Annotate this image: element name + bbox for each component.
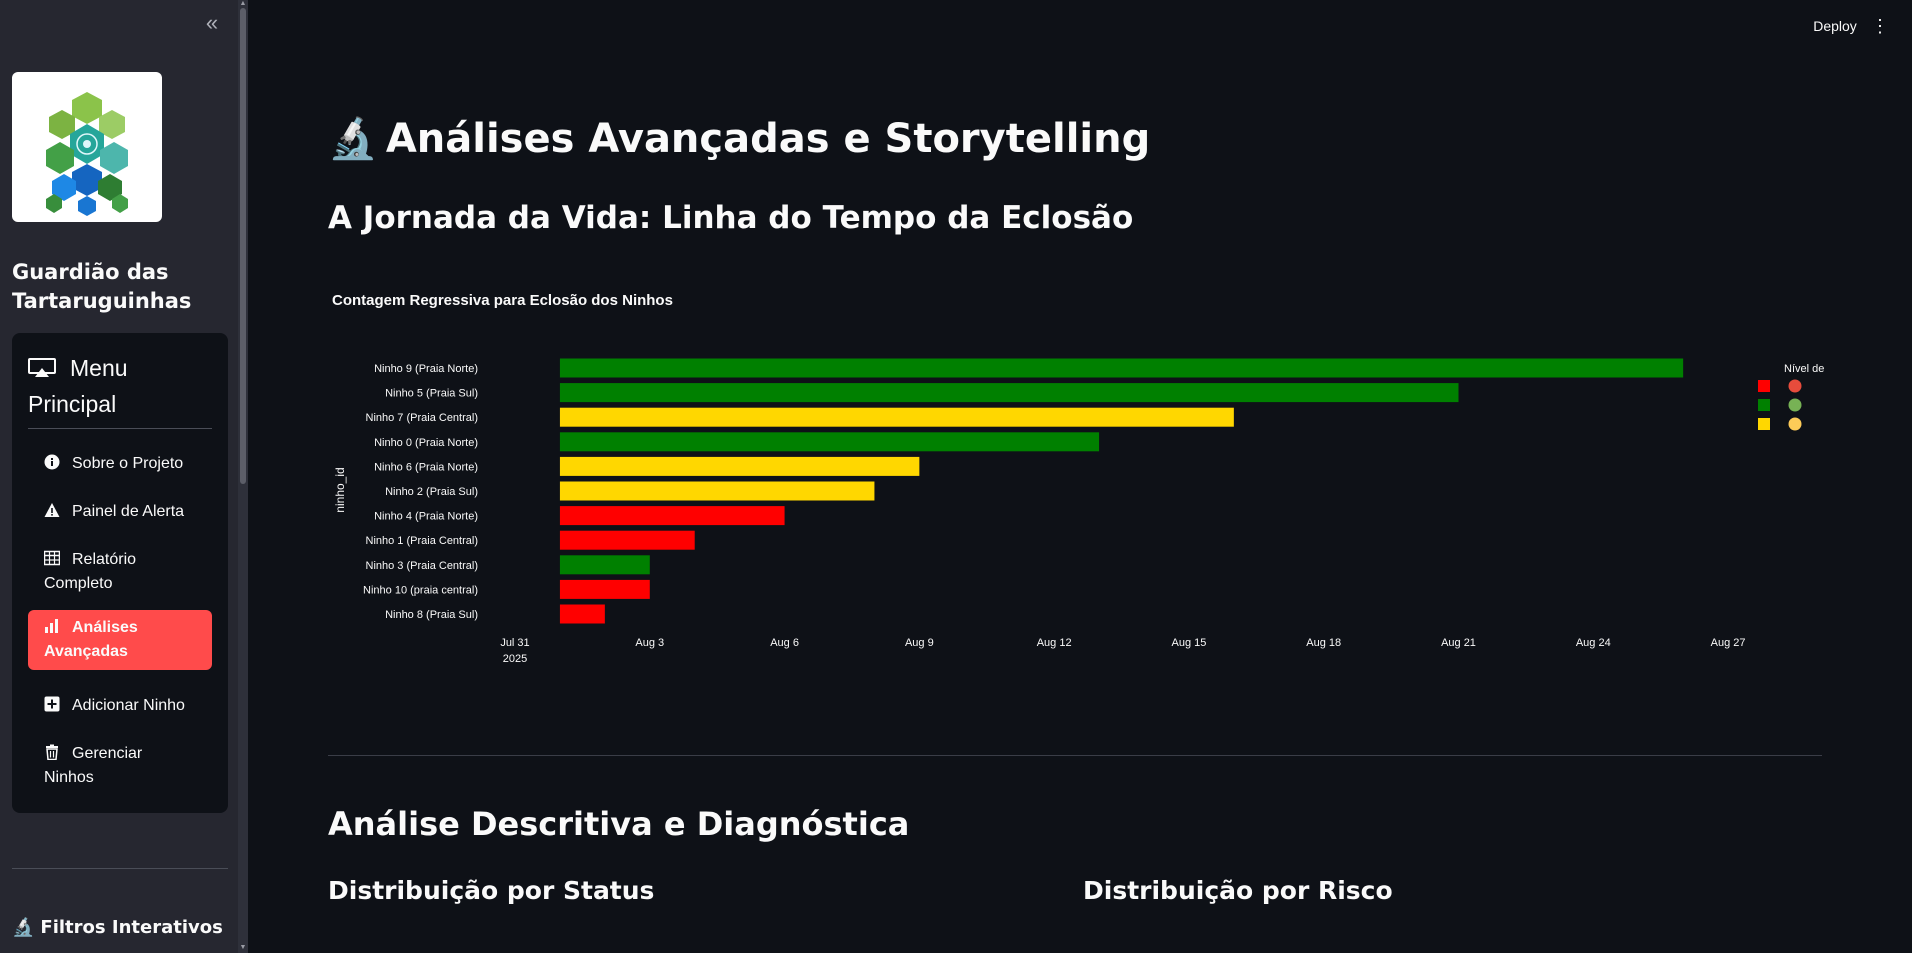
y-tick-label: Ninho 5 (Praia Sul): [385, 388, 478, 400]
bar: [559, 604, 605, 624]
sidebar: « Guardião das Tartaruguinhas Menu Princ…: [0, 0, 248, 953]
x-tick-label: Aug 27: [1711, 637, 1746, 649]
y-tick-label: Ninho 3 (Praia Central): [366, 560, 479, 572]
legend-emoji: [1788, 398, 1802, 412]
x-tick-label: Aug 21: [1441, 637, 1476, 649]
menu-header: Menu Principal: [28, 350, 208, 422]
x-tick-label: Jul 31: [500, 637, 529, 649]
y-tick-label: Ninho 0 (Praia Norte): [374, 437, 478, 449]
subtitle-risk-distribution: Distribuição por Risco: [1083, 876, 1393, 905]
trash-icon: [46, 744, 58, 760]
bar: [559, 506, 785, 526]
bar: [559, 407, 1234, 427]
x-tick-label: Aug 6: [770, 637, 799, 649]
y-tick-label: Ninho 6 (Praia Norte): [374, 461, 478, 473]
bar: [559, 555, 650, 575]
info-icon: [44, 454, 60, 470]
collapse-sidebar-button[interactable]: «: [200, 12, 224, 36]
sidebar-item-gerenciar-ninhos[interactable]: Gerenciar Ninhos: [28, 736, 178, 796]
menu-title: Menu Principal: [28, 355, 128, 417]
x-tick-label: Aug 12: [1037, 637, 1072, 649]
warning-icon: [44, 503, 60, 517]
x-tick-year-label: 2025: [503, 653, 527, 665]
bar: [559, 456, 920, 476]
microscope-icon: 🔬: [12, 917, 35, 938]
y-axis-label: ninho_id: [333, 467, 347, 512]
plus-square-icon: [44, 696, 60, 712]
filters-title: 🔬 Filtros Interativos: [12, 914, 232, 942]
turtle-logo-icon: [46, 92, 128, 216]
sidebar-item-analises-avancadas[interactable]: Análises Avançadas: [28, 610, 212, 670]
legend-swatch: [1758, 418, 1770, 430]
double-chevron-left-icon: «: [205, 10, 219, 35]
scroll-down-icon[interactable]: ▼: [239, 944, 247, 951]
microscope-icon: 🔬: [328, 116, 378, 162]
subtitle-status-distribution: Distribuição por Status: [328, 876, 655, 905]
bar: [559, 432, 1100, 452]
section-title-timeline: A Jornada da Vida: Linha do Tempo da Ecl…: [328, 200, 1134, 236]
sidebar-item-label: Painel de Alerta: [72, 503, 185, 520]
x-tick-label: Aug 18: [1306, 637, 1341, 649]
legend-emoji: [1788, 379, 1802, 393]
legend-title: Nível de Risco: [1784, 363, 1828, 375]
bar: [559, 579, 650, 599]
legend-swatch: [1758, 380, 1770, 392]
y-tick-label: Ninho 1 (Praia Central): [366, 535, 479, 547]
table-icon: [44, 550, 60, 566]
deploy-button[interactable]: Deploy: [1813, 18, 1857, 34]
y-tick-label: Ninho 9 (Praia Norte): [374, 363, 478, 375]
main-menu-button[interactable]: ⋮: [1870, 12, 1890, 40]
bar: [559, 358, 1684, 378]
bar: [559, 481, 875, 501]
x-tick-label: Aug 15: [1171, 637, 1206, 649]
hatching-timeline-chart[interactable]: Contagem Regressiva para Eclosão dos Nin…: [328, 282, 1855, 682]
scroll-up-icon[interactable]: ▲: [239, 0, 247, 7]
y-tick-label: Ninho 7 (Praia Central): [366, 412, 479, 424]
section-divider: [328, 755, 1822, 756]
sidebar-item-sobre-o-projeto[interactable]: Sobre o Projeto: [28, 446, 212, 482]
bar: [559, 530, 695, 550]
sidebar-scrollbar[interactable]: [240, 8, 246, 484]
menu-panel: [12, 333, 228, 813]
menu-divider: [28, 428, 212, 429]
legend-swatch: [1758, 399, 1770, 411]
sidebar-item-label: Análises Avançadas: [44, 619, 138, 660]
x-tick-label: Aug 9: [905, 637, 934, 649]
x-tick-label: Aug 24: [1576, 637, 1611, 649]
page-title-text: Análises Avançadas e Storytelling: [385, 116, 1151, 162]
y-tick-label: Ninho 10 (praia central): [363, 584, 478, 596]
page-title: 🔬 Análises Avançadas e Storytelling: [328, 110, 1328, 168]
sidebar-item-label: Adicionar Ninho: [72, 697, 185, 714]
y-tick-label: Ninho 8 (Praia Sul): [385, 609, 478, 621]
logo: [12, 72, 162, 222]
sidebar-divider: [12, 868, 228, 869]
sidebar-item-painel-de-alerta[interactable]: Painel de Alerta: [28, 494, 212, 530]
y-tick-label: Ninho 2 (Praia Sul): [385, 486, 478, 498]
chart-svg: Contagem Regressiva para Eclosão dos Nin…: [332, 292, 1855, 665]
y-tick-label: Ninho 4 (Praia Norte): [374, 511, 478, 523]
sidebar-item-relatorio-completo[interactable]: Relatório Completo: [28, 542, 188, 602]
chart-title: Contagem Regressiva para Eclosão dos Nin…: [332, 292, 673, 309]
sidebar-item-label: Gerenciar Ninhos: [44, 745, 143, 786]
section-title-descriptive: Análise Descritiva e Diagnóstica: [328, 805, 910, 843]
sidebar-item-label: Sobre o Projeto: [72, 455, 184, 472]
sidebar-item-label: Relatório Completo: [44, 551, 137, 592]
bar-chart-icon: [45, 619, 58, 633]
legend-emoji: [1788, 417, 1802, 431]
kebab-menu-icon: ⋮: [1871, 16, 1889, 36]
filters-title-label: Filtros Interativos: [40, 917, 223, 938]
airplay-icon: [28, 358, 56, 377]
bar: [559, 383, 1459, 403]
x-tick-label: Aug 3: [635, 637, 664, 649]
sidebar-item-adicionar-ninho[interactable]: Adicionar Ninho: [28, 688, 212, 724]
app-title: Guardião das Tartaruguinhas: [12, 260, 192, 313]
